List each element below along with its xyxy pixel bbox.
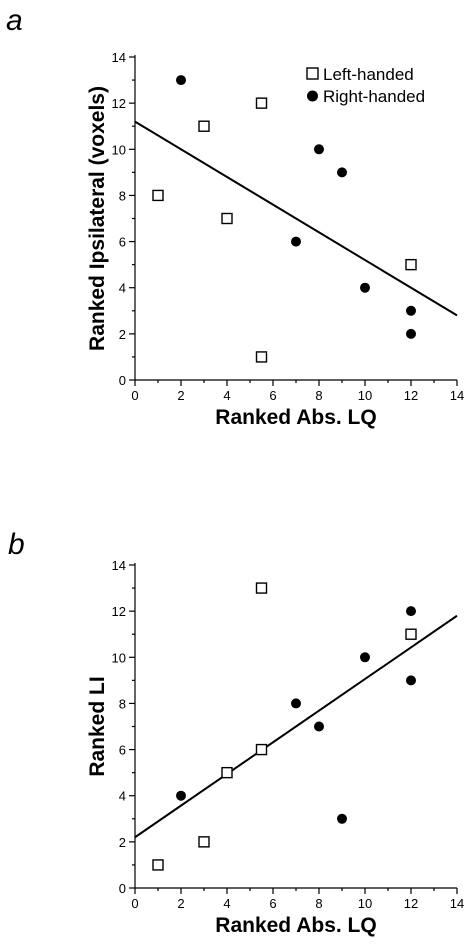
- legend-label: Right-handed: [323, 87, 425, 106]
- y-tick-label: 0: [119, 881, 126, 896]
- y-tick-label: 0: [119, 373, 126, 388]
- x-tick-label: 8: [315, 896, 322, 911]
- panel-label: a: [6, 4, 23, 37]
- data-point-left-handed: [255, 97, 268, 109]
- regression-line: [134, 120, 458, 317]
- y-tick-label: 4: [119, 789, 126, 804]
- x-tick-label: 0: [131, 388, 138, 403]
- data-point-left-handed: [221, 766, 233, 779]
- data-point-left-handed: [255, 351, 268, 363]
- x-tick-label: 4: [223, 388, 230, 403]
- y-tick-label: 6: [119, 743, 126, 758]
- data-point-left-handed: [198, 836, 210, 848]
- chart-panel-b: b 0 2 4 6 8 10 12 14 0 2 4 6 8 10 12 14 Ranked Abs. LQ Ran…: [8, 528, 464, 937]
- y-tick-label: 10: [112, 650, 126, 665]
- y-tick-label: 14: [112, 50, 126, 65]
- data-point-right-handed: [337, 167, 347, 178]
- data-point-right-handed: [360, 282, 370, 293]
- y-tick-label: 4: [119, 281, 126, 296]
- y-tick-label: 10: [112, 142, 126, 157]
- data-point-left-handed: [198, 120, 210, 132]
- data-point-right-handed: [176, 75, 186, 86]
- y-tick-label: 8: [119, 696, 126, 711]
- data-point-right-handed: [406, 305, 416, 316]
- x-tick-label: 0: [131, 896, 138, 911]
- data-point-left-handed: [255, 582, 268, 594]
- y-tick-label: 8: [119, 188, 126, 203]
- data-point-right-handed: [360, 652, 370, 663]
- legend-marker-left-handed: [306, 67, 319, 80]
- data-point-right-handed: [176, 790, 186, 801]
- y-tick-label: 14: [112, 558, 126, 573]
- legend-marker-right-handed: [307, 90, 318, 102]
- x-tick-label: 14: [450, 388, 464, 403]
- y-tick-label: 6: [119, 235, 126, 250]
- data-point-left-handed: [255, 743, 268, 756]
- regression-line: [134, 614, 458, 839]
- y-tick-label: 2: [119, 835, 126, 850]
- data-point-left-handed: [405, 258, 417, 271]
- data-point-left-handed: [405, 628, 417, 640]
- data-point-right-handed: [314, 721, 324, 732]
- x-tick-label: 14: [450, 896, 464, 911]
- data-point-left-handed: [152, 189, 164, 202]
- legend-label: Left-handed: [323, 65, 414, 84]
- x-tick-label: 12: [404, 388, 418, 403]
- x-axis-title: Ranked Abs. LQ: [215, 406, 376, 429]
- y-tick-label: 12: [112, 96, 126, 111]
- x-tick-label: 10: [358, 896, 372, 911]
- y-axis-title: Ranked LI: [86, 676, 109, 776]
- x-tick-label: 2: [177, 388, 184, 403]
- data-point-right-handed: [314, 144, 324, 155]
- chart-panel-a: a 0 2 4 6 8 10 12 14 0 2 4 6 8 10 12 14 Ranked Abs. LQ Ran…: [6, 4, 464, 429]
- data-point-left-handed: [221, 212, 233, 225]
- x-axis-title: Ranked Abs. LQ: [215, 914, 376, 937]
- y-tick-label: 12: [112, 604, 126, 619]
- x-tick-label: 10: [358, 388, 372, 403]
- y-tick-label: 2: [119, 327, 126, 342]
- x-tick-label: 12: [404, 896, 418, 911]
- panel-label: b: [8, 528, 25, 561]
- data-point-right-handed: [406, 328, 416, 339]
- x-tick-label: 2: [177, 896, 184, 911]
- x-tick-label: 6: [269, 896, 276, 911]
- data-point-right-handed: [337, 813, 347, 824]
- data-point-left-handed: [152, 859, 164, 871]
- legend: Left-handed Right-handed: [306, 65, 425, 106]
- x-tick-label: 8: [315, 388, 322, 403]
- x-tick-label: 4: [223, 896, 230, 911]
- data-point-right-handed: [406, 675, 416, 686]
- y-axis-title: Ranked Ipsilateral (voxels): [86, 86, 109, 351]
- data-point-right-handed: [291, 698, 301, 709]
- data-point-right-handed: [406, 606, 416, 617]
- x-tick-label: 6: [269, 388, 276, 403]
- data-point-right-handed: [291, 236, 301, 247]
